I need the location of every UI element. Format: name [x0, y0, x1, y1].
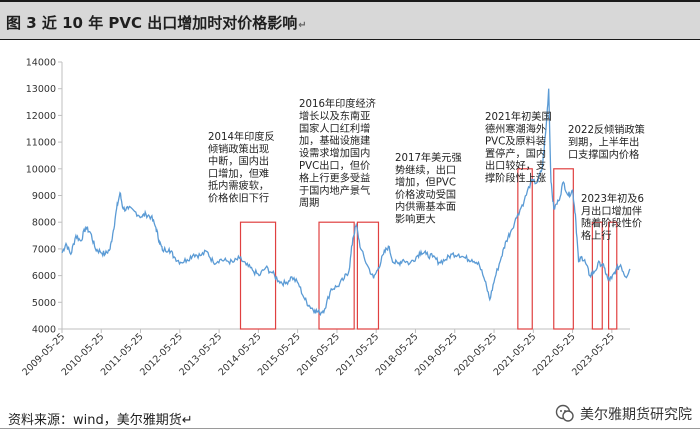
y-tick-label: 13000: [26, 84, 56, 95]
highlight-box: [239, 221, 277, 330]
y-tick-label: 12000: [26, 111, 56, 122]
y-tick-label: 5000: [32, 298, 56, 309]
highlight-box: [517, 168, 533, 330]
annotation-line: 格上行更多受益: [299, 171, 370, 184]
pvc-price-line: [61, 88, 631, 317]
bottom-rule: [0, 428, 700, 429]
x-tick-label: 2023-05-25: [570, 331, 617, 378]
annotation-line: 设需求增加国内: [299, 147, 370, 160]
y-axis: 4000 5000 6000 7000 8000 9000 10000 11000 12000 1…: [26, 58, 63, 336]
highlight-box: [553, 168, 574, 330]
annotation-line: 国家人口红利增: [299, 122, 370, 135]
annotation-line: 月出口增加伴: [581, 204, 642, 217]
highlight-box: [608, 221, 618, 330]
annotation-line: 2022反倾销政策: [568, 123, 645, 136]
y-tick-label: 6000: [32, 271, 56, 282]
annotation-line: 影响更大: [395, 213, 436, 226]
annotation-line: 抵内需疲软，: [208, 179, 269, 192]
annotations: 2014年印度反倾销政策出现中断，国内出口增加，但难抵内需疲软，价格依旧下行20…: [208, 97, 645, 242]
annotation-line: 2017年美元强: [395, 151, 462, 164]
annotation-line: 势继续，出口: [395, 163, 456, 176]
annotation-line: 倾销政策出现: [208, 142, 269, 155]
highlight-box: [318, 221, 355, 330]
y-tick-label: 9000: [32, 191, 56, 202]
annotation-line: 于国内地产景气: [299, 184, 370, 197]
annotation-line: 德州寒潮海外: [485, 122, 546, 135]
y-tick-label: 11000: [26, 138, 56, 149]
publisher-name: 美尔雅期货研究院: [580, 407, 692, 423]
annotation-line: 内供需基本面: [395, 200, 456, 213]
annotation-line: 撑阶段性上涨: [485, 172, 546, 185]
y-tick-label: 14000: [26, 58, 56, 69]
paragraph-mark: ↵: [298, 20, 307, 31]
annotation-line: 格上行: [581, 229, 612, 242]
annotation-line: 出口较好，支: [485, 159, 546, 172]
annotation-line: PVC出口，但价: [299, 159, 370, 172]
annotation-line: 增长以及东南亚: [299, 109, 370, 122]
y-tick-label: 8000: [32, 218, 56, 229]
source-note: 资料来源：wind，美尔雅期货↵: [8, 413, 193, 428]
annotation-line: 口增加，但难: [208, 167, 269, 180]
y-tick-label: 4000: [32, 325, 56, 336]
x-axis: 2009-05-252010-05-252011-05-252012-05-25…: [20, 328, 630, 378]
annotation-line: 中断，国内出: [208, 155, 269, 168]
annotation-line: 增加，但PVC: [395, 176, 456, 189]
annotation-line: 2014年印度反: [208, 130, 275, 143]
highlight-box: [356, 221, 380, 330]
annotation-line: 口支撑国内价格: [568, 148, 639, 161]
y-tick-label: 10000: [26, 164, 56, 175]
figure-title: 图 3 近 10 年 PVC 出口增加时对价格影响↵: [6, 12, 307, 33]
figure-title-band: 图 3 近 10 年 PVC 出口增加时对价格影响↵: [0, 0, 700, 40]
annotation-line: 2023年初及6: [581, 192, 644, 205]
annotation-line: 价格依旧下行: [208, 192, 269, 205]
annotation-line: 随着阶段性价: [581, 217, 642, 230]
annotation-line: 2016年印度经济: [299, 97, 376, 110]
annotation-line: PVC及原料装: [485, 135, 546, 148]
annotation-line: 加，基础设施建: [299, 134, 370, 147]
annotation: 2016年印度经济增长以及东南亚国家人口红利增加，基础设施建设需求增加国内PVC…: [299, 97, 376, 209]
publisher-logo: 美尔雅期货研究院: [555, 404, 692, 424]
figure-title-text: 图 3 近 10 年 PVC 出口增加时对价格影响: [6, 14, 298, 32]
annotation-line: 周期: [299, 197, 319, 209]
annotation-line: 价格波动受国: [395, 188, 456, 201]
y-tick-label: 7000: [32, 244, 56, 255]
annotation-line: 置停产，国内: [485, 147, 546, 160]
annotation-line: 到期，上半年出: [568, 135, 639, 148]
annotation-line: 2021年初美国: [485, 110, 552, 123]
price-chart: 4000 5000 6000 7000 8000 9000 10000 11000 12000 1…: [20, 58, 645, 379]
wechat-icon: [555, 404, 574, 422]
